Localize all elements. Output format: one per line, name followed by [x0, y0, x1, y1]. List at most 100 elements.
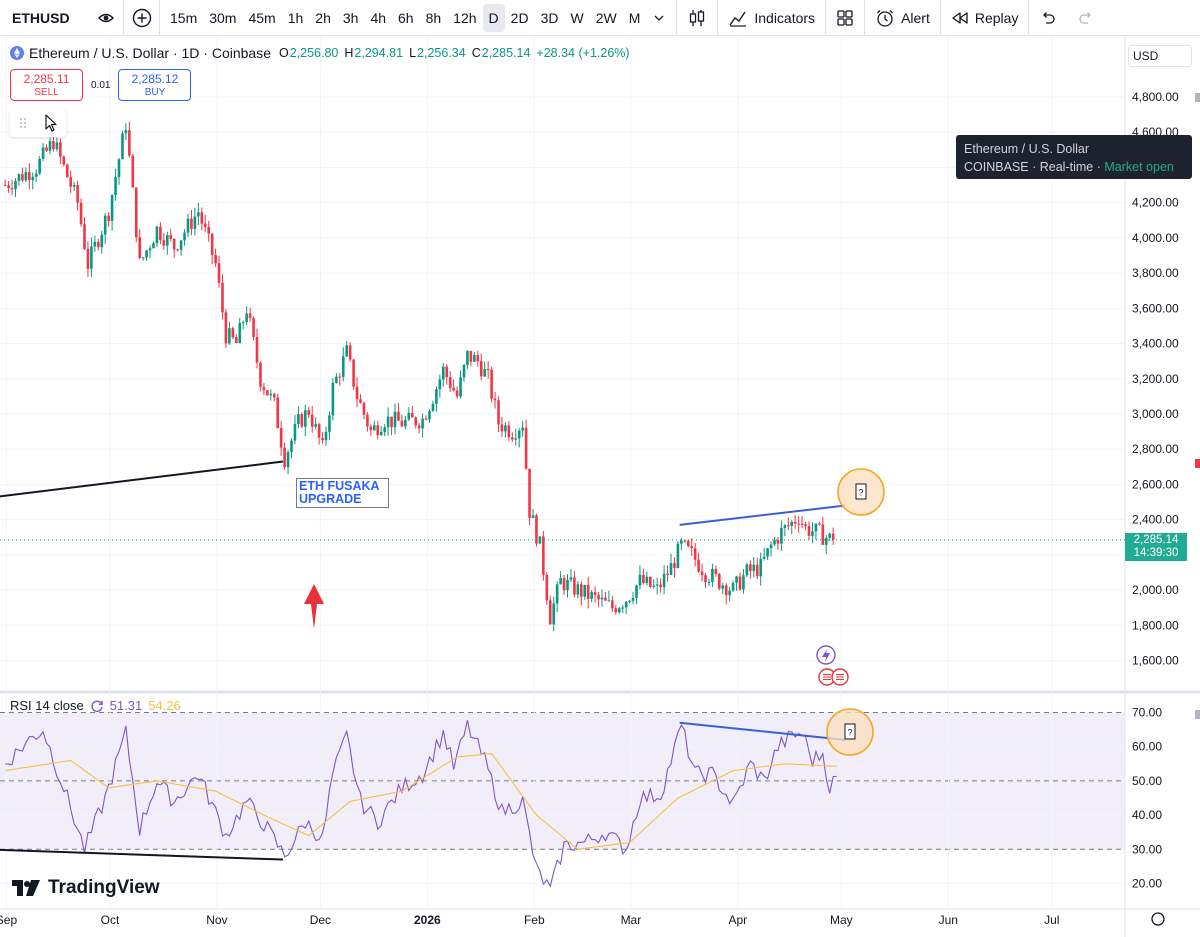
undo-button[interactable]: [1029, 0, 1067, 36]
candle-body: [169, 235, 173, 239]
candle-body: [300, 414, 304, 427]
candle-body: [72, 185, 76, 187]
timeframe-1h[interactable]: 1h: [287, 9, 304, 26]
candle-body: [65, 164, 69, 178]
chart-canvas[interactable]: 4,800.004,600.004,400.004,200.004,000.00…: [0, 37, 1200, 937]
candle-body: [193, 216, 197, 229]
plus-circle-icon: [132, 8, 151, 27]
candle-body: [693, 548, 697, 560]
price-axis-label: 3,000.00: [1132, 407, 1179, 421]
rsi-name[interactable]: RSI 14 close: [10, 698, 84, 713]
candle-body: [338, 376, 342, 378]
candle-body: [662, 573, 666, 588]
lightning-bolt-icon: [822, 649, 830, 662]
timeframe-w[interactable]: W: [570, 9, 584, 26]
compare-symbol-icon[interactable]: [97, 9, 115, 27]
settings-gear-icon[interactable]: [1151, 912, 1165, 926]
timeframe-m[interactable]: M: [628, 9, 641, 26]
layouts-button[interactable]: [826, 0, 866, 36]
candle-body: [352, 359, 355, 387]
ohlc-close-value: 2,285.14: [481, 46, 531, 60]
top-toolbar: ETHUSD 15m 30m 45m 1h 2h 3h 4h 6h 8h 12h…: [0, 0, 1200, 36]
candle-body: [197, 212, 200, 217]
timeframe-2d[interactable]: 2D: [510, 9, 529, 26]
candle-body: [369, 426, 373, 431]
currency-selector[interactable]: USD: [1128, 45, 1192, 67]
timeframe-15m[interactable]: 15m: [170, 9, 198, 26]
candle-body: [83, 224, 86, 249]
candle-body: [793, 521, 797, 524]
rsi-axis-label: 20.00: [1132, 877, 1162, 891]
ohlc-change: +28.34 (+1.26%): [536, 46, 630, 60]
candle-body: [562, 578, 566, 591]
chart-container[interactable]: 4,800.004,600.004,400.004,200.004,000.00…: [0, 37, 1200, 937]
symbol-title[interactable]: Ethereum / U.S. Dollar · 1D · Coinbase: [29, 45, 271, 61]
time-axis-label: Sep: [0, 913, 17, 927]
candle-body: [252, 318, 255, 338]
timeframe-30m[interactable]: 30m: [209, 9, 237, 26]
candle-body: [445, 366, 449, 378]
candle-body: [583, 584, 587, 597]
rsi-axis-label: 50.00: [1132, 774, 1162, 788]
candle-body: [773, 539, 776, 545]
price-axis-label: 3,400.00: [1132, 337, 1179, 351]
timeframe-3d[interactable]: 3D: [540, 9, 559, 26]
replay-button[interactable]: Replay: [941, 0, 1030, 36]
ohlc-high-value: 2,294.81: [354, 46, 404, 60]
rsi-divergence-trendline: [679, 721, 846, 741]
buy-button[interactable]: 2,285.12 BUY: [118, 69, 192, 101]
candle-body: [711, 569, 714, 583]
timeframe-45m[interactable]: 45m: [248, 9, 276, 26]
timeframe-3h[interactable]: 3h: [342, 9, 359, 26]
timeframe-2h[interactable]: 2h: [315, 9, 331, 26]
timeframe-6h[interactable]: 6h: [398, 9, 414, 26]
candle-body: [521, 427, 524, 431]
time-axis-label: Feb: [524, 913, 545, 927]
candle-body: [645, 576, 649, 583]
candle-body: [341, 356, 345, 377]
price-axis-label: 3,800.00: [1132, 266, 1179, 280]
candle-body: [749, 564, 752, 571]
candle-body: [272, 393, 276, 398]
candle-body: [818, 523, 821, 525]
timeframe-d[interactable]: D: [482, 3, 505, 32]
floating-drawing-toolbar[interactable]: [10, 109, 66, 137]
candle-body: [831, 533, 835, 540]
candle-body: [686, 540, 690, 547]
price-axis-label: 2,600.00: [1132, 477, 1179, 491]
refresh-icon[interactable]: [90, 699, 104, 713]
candle-body: [804, 524, 807, 527]
candle-body: [811, 531, 814, 536]
indicators-button[interactable]: Indicators: [718, 0, 827, 36]
candle-body: [383, 427, 386, 432]
symbol-name[interactable]: ETHUSD: [12, 9, 70, 26]
fusaka-upgrade-annotation[interactable]: ETH FUSAKA UPGRADE: [296, 478, 389, 508]
timeframe-2w[interactable]: 2W: [595, 9, 617, 26]
alert-button[interactable]: Alert: [865, 0, 941, 36]
chart-type-button[interactable]: [677, 0, 719, 36]
candle-body: [141, 257, 145, 259]
redo-button[interactable]: [1067, 0, 1105, 36]
price-axis-label: 2,400.00: [1132, 513, 1179, 527]
tooltip-separator: ·: [1096, 160, 1105, 174]
sell-label: SELL: [34, 87, 59, 98]
rsi-support-trendline: [0, 848, 283, 861]
candle-body: [410, 412, 414, 418]
add-symbol-button[interactable]: [124, 0, 160, 36]
timeframe-8h[interactable]: 8h: [425, 9, 442, 26]
chevron-down-icon[interactable]: [652, 11, 666, 25]
drag-handle-icon[interactable]: [18, 116, 28, 130]
tradingview-logo[interactable]: TradingView: [12, 877, 160, 899]
candle-body: [228, 328, 231, 344]
candle-body: [314, 424, 317, 427]
timeframe-12h[interactable]: 12h: [453, 9, 477, 26]
candle-body: [48, 141, 52, 151]
timeframe-4h[interactable]: 4h: [370, 9, 387, 26]
time-axis-label: Oct: [101, 913, 120, 927]
price-resistance-trendline: [679, 504, 846, 526]
symbol-search[interactable]: ETHUSD: [0, 0, 124, 36]
layout-grid-icon: [837, 9, 853, 26]
price-axis-label: 2,800.00: [1132, 442, 1179, 456]
cursor-arrow-icon[interactable]: [43, 114, 59, 132]
sell-button[interactable]: 2,285.11 SELL: [10, 69, 83, 101]
